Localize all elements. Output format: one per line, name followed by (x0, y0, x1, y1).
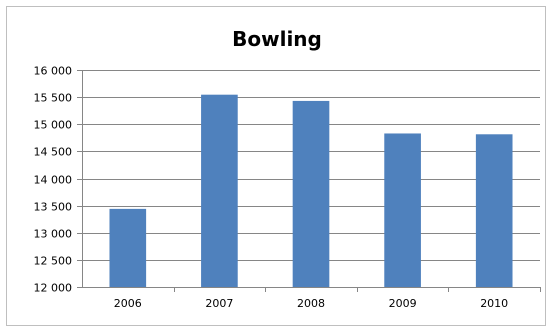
chart-frame: Bowling 12 000 12 500 13 000 13 500 14 000 14… (6, 6, 546, 326)
x-tick-label: 2007 (205, 297, 233, 310)
bar-2006 (109, 208, 147, 287)
y-tick-label: 15 500 (34, 92, 73, 105)
y-tick-label: 13 000 (34, 228, 73, 241)
bar-2007 (201, 94, 238, 287)
y-tick-label: 15 000 (34, 119, 73, 132)
y-tick-label: 12 500 (34, 255, 73, 268)
bar-2010 (475, 134, 513, 287)
y-tick-label: 14 500 (34, 146, 73, 159)
bar-2008 (292, 100, 330, 287)
x-tick-label: 2006 (114, 297, 142, 310)
bar-2009 (384, 133, 421, 287)
bar-chart: 12 000 12 500 13 000 13 500 14 000 14 500 15 0… (34, 65, 541, 310)
x-tick-label: 2009 (389, 297, 417, 310)
x-tick-label: 2010 (480, 297, 508, 310)
y-tick-label: 12 000 (34, 282, 73, 295)
chart-title: Bowling (232, 27, 322, 51)
y-tick-label: 13 500 (34, 201, 73, 214)
x-tick-label: 2008 (297, 297, 325, 310)
y-tick-label: 16 000 (34, 65, 73, 78)
y-tick-label: 14 000 (34, 174, 73, 187)
